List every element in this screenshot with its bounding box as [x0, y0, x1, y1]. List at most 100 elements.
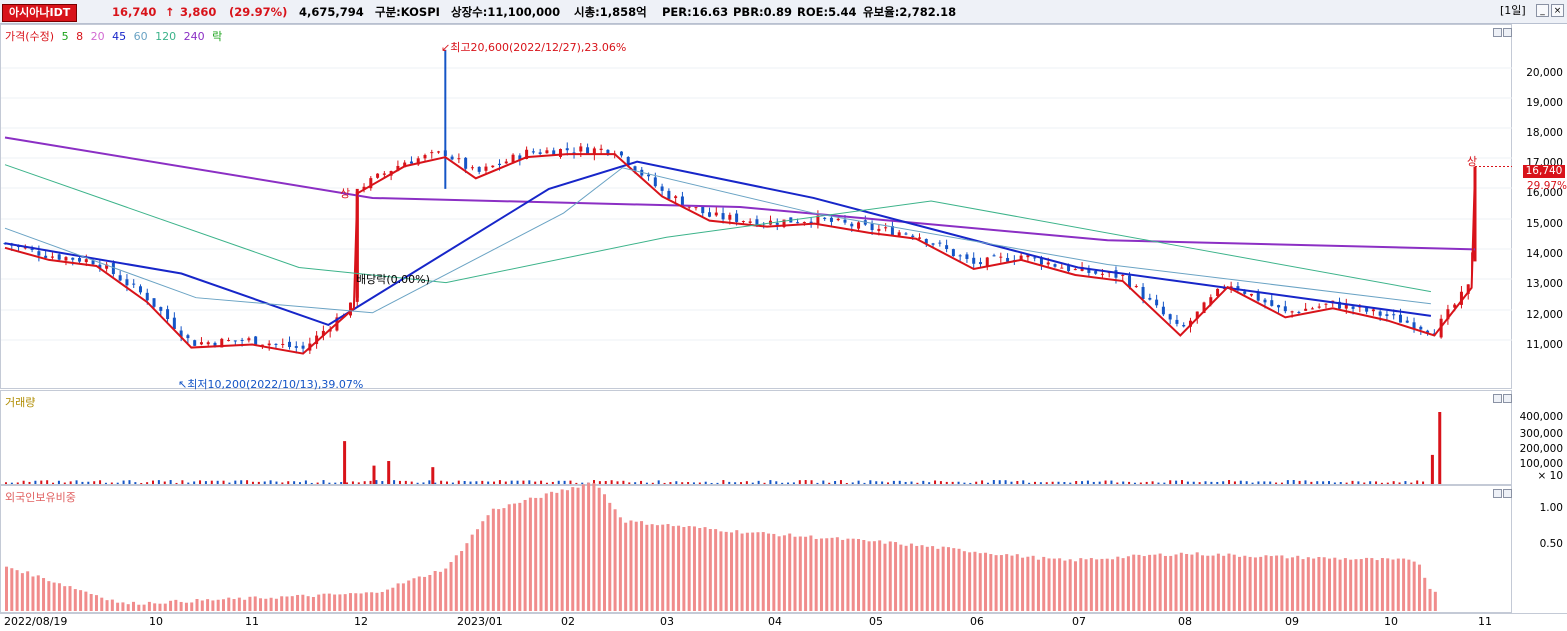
foreign-ratio-bar	[788, 533, 792, 611]
foreign-ratio-bar	[1158, 553, 1162, 611]
foreign-ratio-bar	[1195, 552, 1199, 611]
candle-body	[714, 212, 718, 216]
foreign-ratio-bar	[465, 543, 469, 611]
foreign-ratio-bar	[269, 597, 273, 611]
close-button[interactable]: ×	[1551, 4, 1564, 17]
foreign-ratio-bar	[666, 524, 670, 611]
foreign-ratio-bar	[1047, 558, 1051, 611]
candle-body	[30, 248, 34, 250]
foreign-ratio-bar	[1185, 553, 1189, 611]
legend-ma8[interactable]: 8	[76, 30, 84, 43]
foreign-ratio-bar	[618, 517, 622, 611]
candle-body	[1161, 306, 1165, 315]
candle-body	[586, 147, 590, 154]
y-tick-14000: 14,000	[1526, 248, 1563, 260]
foreign-close-icon[interactable]	[1503, 489, 1512, 498]
legend-ma20[interactable]: 20	[90, 30, 105, 43]
limit-up-candle	[355, 188, 359, 298]
y-tick-19000: 19,000	[1526, 97, 1563, 109]
foreign-ratio-bar	[1142, 556, 1146, 611]
foreign-ratio-bar	[740, 533, 744, 611]
foreign-ratio-bar	[661, 524, 665, 611]
y-tick-11000: 11,000	[1526, 339, 1563, 351]
candle-body	[84, 259, 88, 263]
foreign-ratio-bar	[1005, 554, 1009, 611]
foreign-ratio-bar	[1243, 555, 1247, 611]
volume-bar	[228, 482, 231, 484]
volume-bar	[881, 481, 884, 484]
candle-body	[1243, 291, 1247, 294]
candle-body	[321, 330, 325, 336]
legend-ma5[interactable]: 5	[61, 30, 69, 43]
candle-body	[1453, 304, 1457, 308]
foreign-ratio-bar	[380, 591, 384, 611]
volume-y-axis: 400,000 300,000 200,000 100,000 × 10	[1512, 390, 1567, 485]
foreign-ratio-bar	[777, 536, 781, 611]
price-panel[interactable]: 가격(수정) 5 8 20 45 60 120 240 락 ↙최고20,600(…	[0, 24, 1513, 391]
candle-body	[484, 166, 488, 171]
volume-bar	[52, 482, 55, 484]
foreign-ratio-bar	[31, 576, 35, 611]
foreign-minimize-icon[interactable]	[1493, 489, 1502, 498]
candle-body	[1067, 265, 1071, 272]
foreign-panel[interactable]: 외국인보유비중	[0, 482, 1512, 613]
volume-bar	[257, 481, 260, 484]
volume-bar	[816, 482, 819, 484]
panel-close-icon[interactable]	[1503, 28, 1512, 37]
volume-minimize-icon[interactable]	[1493, 394, 1502, 403]
foreign-ratio-bar	[417, 576, 421, 611]
volume-bar	[187, 482, 190, 484]
foreign-ratio-bar	[1317, 556, 1321, 611]
foreign-ratio-bar	[513, 503, 517, 611]
foreign-ratio-bar	[248, 596, 252, 611]
foreign-ratio-bar	[327, 593, 331, 611]
foreign-ratio-bar	[481, 521, 485, 611]
legend-price[interactable]: 가격(수정)	[5, 30, 55, 43]
volume-legend[interactable]: 거래량	[5, 396, 36, 409]
stock-name[interactable]: 아시아나IDT	[2, 4, 78, 22]
foreign-ratio-bar	[1333, 557, 1337, 611]
candle-body	[1378, 311, 1382, 316]
legend-ex-rights[interactable]: 락	[212, 30, 223, 43]
candle-body	[1060, 267, 1064, 269]
candle-body	[1466, 284, 1470, 294]
volume-panel[interactable]: 거래량	[0, 390, 1512, 485]
legend-ma240[interactable]: 240	[183, 30, 205, 43]
candle-body	[1209, 297, 1213, 305]
foreign-legend[interactable]: 외국인보유비중	[5, 491, 76, 504]
panel-minimize-icon[interactable]	[1493, 28, 1502, 37]
volume-bar	[1398, 482, 1401, 484]
volume-bar	[857, 480, 860, 484]
volume-bar	[116, 482, 119, 484]
volume-bar	[469, 481, 472, 484]
period-selector[interactable]: [1일]	[1500, 4, 1526, 17]
volume-close-icon[interactable]	[1503, 394, 1512, 403]
legend-ma120[interactable]: 120	[155, 30, 177, 43]
foreign-ratio-bar	[20, 573, 24, 611]
candle-body	[721, 213, 725, 220]
foreign-ratio-bar	[1423, 577, 1427, 611]
foreign-ratio-bar	[470, 534, 474, 611]
volume-bar	[1139, 482, 1142, 484]
volume-bar	[740, 482, 742, 484]
foreign-ratio-bar	[137, 604, 141, 611]
high-annotation: ↙최고20,600(2022/12/27),23.06%	[441, 41, 627, 54]
foreign-ratio-bar	[1153, 554, 1157, 611]
minimize-button[interactable]: _	[1536, 4, 1549, 17]
volume-bar	[46, 480, 49, 484]
candle-body	[1019, 255, 1023, 260]
foreign-ratio-bar	[1328, 558, 1331, 611]
legend-ma45[interactable]: 45	[112, 30, 127, 43]
candle-body	[1270, 300, 1274, 306]
candle-body	[464, 157, 468, 169]
candle-body	[1175, 319, 1179, 324]
volume-bar	[640, 480, 643, 484]
volume-bar	[346, 482, 349, 484]
foreign-ratio-bar	[989, 554, 993, 611]
candle-body	[1283, 306, 1287, 312]
candle-body	[1263, 299, 1267, 303]
foreign-ratio-bar	[730, 532, 734, 611]
volume-bar	[357, 482, 360, 484]
legend-ma60[interactable]: 60	[133, 30, 148, 43]
volume-bar	[334, 482, 337, 484]
